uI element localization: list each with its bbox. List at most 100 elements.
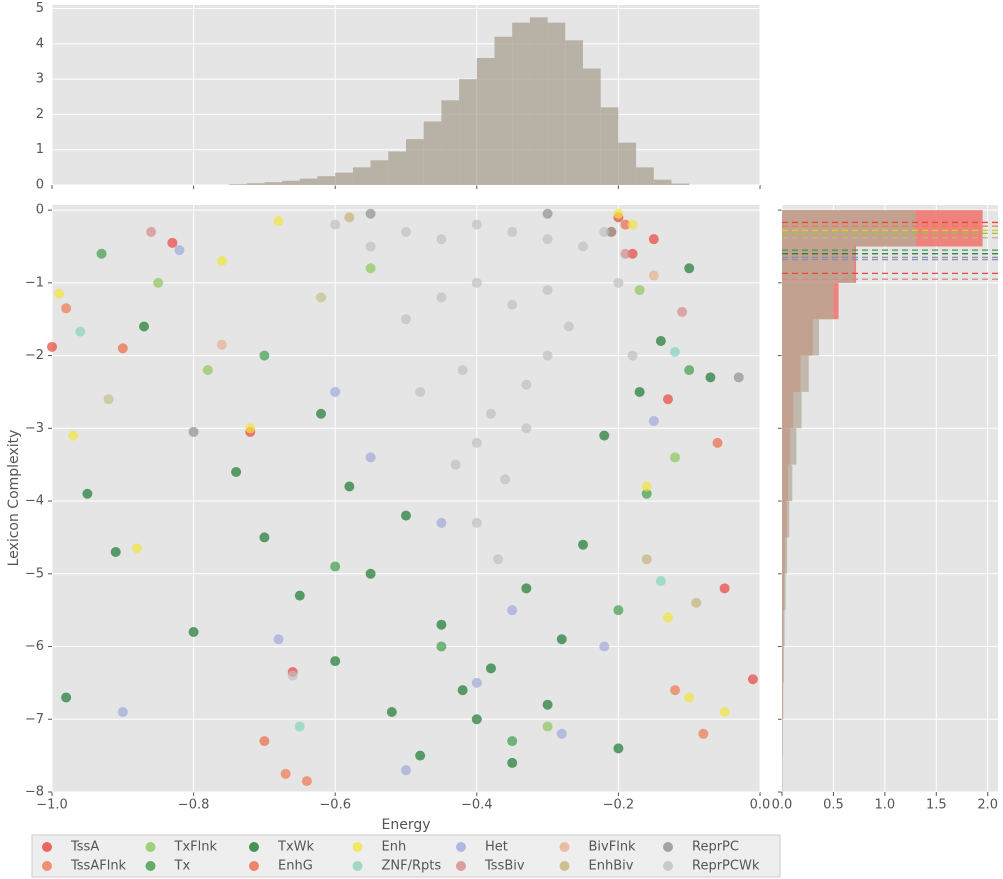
scatter-point [613, 208, 624, 219]
hist-bar [671, 183, 690, 185]
scatter-point [202, 365, 213, 376]
x-tick-label: 0.0 [772, 798, 793, 813]
legend-label: ZNF/Rpts [382, 859, 442, 874]
legend-label: ReprPCWk [692, 859, 760, 874]
scatter-point [188, 426, 199, 437]
scatter-point [507, 226, 518, 237]
scatter-point [556, 728, 567, 739]
legend-marker [249, 842, 259, 852]
hist-bar [782, 682, 784, 720]
scatter-point [606, 226, 617, 237]
legend-marker [352, 842, 363, 852]
hist-bar [782, 755, 783, 792]
scatter-point [436, 234, 447, 245]
x-tick-label: 1.0 [875, 798, 896, 813]
scatter-point [620, 248, 631, 259]
hist-bar [653, 179, 672, 185]
scatter-point [436, 619, 447, 630]
hist-bar [565, 40, 583, 186]
legend-marker [145, 842, 156, 852]
y-tick-label: 0 [36, 203, 44, 218]
scatter-point [259, 736, 270, 747]
legend-label: Tx [174, 859, 191, 874]
scatter-point [500, 474, 511, 485]
scatter-point [712, 437, 723, 448]
scatter-point [542, 208, 553, 219]
scatter-point [556, 634, 567, 645]
scatter-point [436, 641, 447, 652]
scatter-point [436, 517, 447, 528]
hist-bar [512, 22, 530, 185]
y-axis-label: Lexicon Complexity [6, 430, 22, 567]
scatter-point [698, 728, 709, 739]
legend-label: TxWk [277, 840, 314, 855]
scatter-point [330, 386, 341, 397]
scatter-point [131, 543, 142, 554]
scatter-point [471, 277, 482, 288]
hist-bar [352, 167, 371, 185]
scatter-point [401, 765, 411, 776]
legend-marker [249, 861, 259, 871]
scatter-point [627, 248, 638, 259]
y-tick-label: 0 [36, 178, 44, 193]
scatter-point [655, 336, 666, 347]
scatter-point [599, 641, 610, 652]
hist-bar [782, 319, 820, 356]
legend-label: TssAFlnk [70, 859, 127, 874]
hist-bar [636, 167, 654, 185]
scatter-point [578, 539, 588, 550]
y-tick-label: −3 [25, 421, 44, 436]
scatter-point [415, 386, 426, 397]
scatter-point [216, 256, 227, 267]
scatter-point [153, 277, 164, 288]
scatter-point [54, 288, 65, 299]
hist-bar [423, 121, 442, 185]
scatter-point [684, 365, 695, 376]
scatter-point [613, 277, 624, 288]
x-tick-label: −0.8 [178, 798, 210, 813]
scatter-point [662, 394, 673, 405]
hist-bar [782, 537, 788, 574]
hist-bar [246, 183, 265, 185]
scatter-point [174, 245, 185, 256]
hist-bar [494, 36, 513, 185]
legend-box [31, 834, 781, 878]
scatter-point [677, 306, 688, 317]
scatter-point [471, 677, 482, 688]
scatter-point [627, 219, 638, 230]
scatter-point [457, 685, 468, 696]
y-tick-label: −1 [25, 275, 44, 290]
hist-bar [782, 391, 802, 429]
x-tick-label: −0.2 [603, 798, 635, 813]
x-tick-label: −1.0 [36, 798, 68, 813]
scatter-point [705, 372, 716, 383]
scatter-point [401, 314, 411, 325]
scatter-point [627, 350, 638, 361]
y-tick-label: −6 [25, 639, 44, 654]
hist-bar [317, 176, 336, 185]
legend-marker [145, 861, 156, 871]
hist-bar [782, 355, 809, 392]
hist-bar [229, 184, 247, 185]
scatter-point [316, 408, 327, 419]
scatter-point [316, 292, 327, 303]
hist-bar [583, 68, 601, 185]
scatter-point [471, 437, 482, 448]
scatter-point [330, 656, 341, 667]
scatter-point [521, 379, 532, 390]
x-tick-label: 0.0 [750, 798, 771, 813]
scatter-point [245, 423, 256, 434]
y-tick-label: 2 [36, 107, 44, 122]
x-tick-label: 2.0 [977, 798, 998, 813]
hist-bar [782, 610, 785, 647]
hist-bar [782, 210, 916, 247]
scatter-point [280, 768, 291, 779]
legend-marker [559, 842, 570, 852]
scatter-point [401, 226, 411, 237]
legend-label: TxFlnk [174, 840, 218, 855]
x-tick-label: 0.5 [823, 798, 844, 813]
hist-bar [782, 501, 790, 538]
legend-marker [352, 861, 363, 871]
scatter-point [294, 721, 305, 732]
